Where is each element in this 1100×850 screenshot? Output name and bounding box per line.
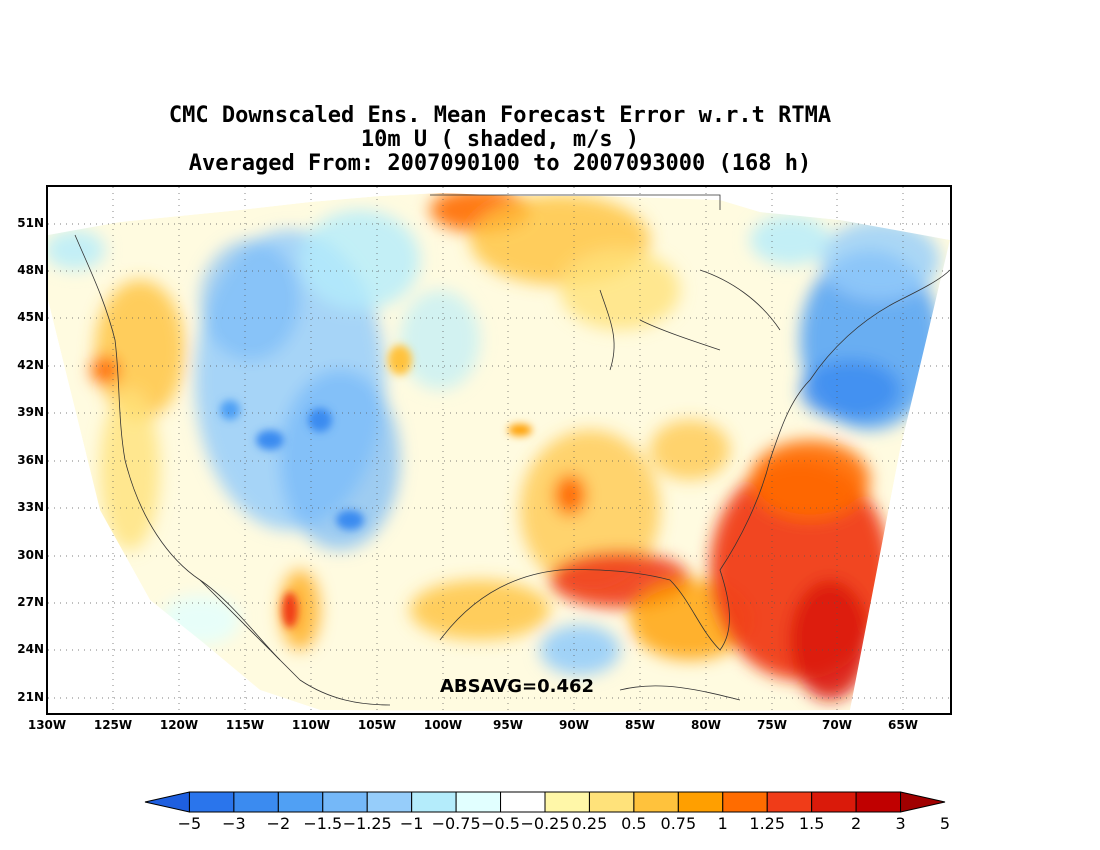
coastlines bbox=[74, 194, 951, 706]
lon-tick-label: 90W bbox=[559, 718, 589, 732]
colorbar-swatch bbox=[188, 791, 235, 813]
colorbar-swatch bbox=[233, 791, 279, 813]
colorbar-swatch bbox=[900, 791, 946, 813]
lat-tick-label: 21N bbox=[17, 690, 44, 704]
colorbar-label: 1 bbox=[717, 814, 728, 833]
colorbar-label: 1.25 bbox=[749, 814, 786, 833]
colorbar-label: −0.5 bbox=[481, 814, 520, 833]
colorbar-label: 1.5 bbox=[798, 814, 825, 833]
lat-tick-label: 33N bbox=[17, 500, 44, 514]
lon-tick-label: 70W bbox=[822, 718, 852, 732]
colorbar-label: 3 bbox=[895, 814, 906, 833]
lon-tick-label: 100W bbox=[423, 718, 463, 732]
lat-tick-label: 48N bbox=[17, 263, 44, 277]
colorbar-label: −1 bbox=[399, 814, 424, 833]
lon-tick-label: 75W bbox=[757, 718, 787, 732]
colorbar-swatch bbox=[544, 791, 590, 813]
colorbar-swatch bbox=[588, 791, 635, 813]
colorbar-swatch bbox=[633, 791, 679, 813]
lon-tick-label: 105W bbox=[357, 718, 397, 732]
lat-tick-label: 45N bbox=[17, 310, 44, 324]
lat-tick-label: 39N bbox=[17, 405, 44, 419]
shaded-field bbox=[48, 193, 950, 712]
absavg-label: ABSAVG=0.462 bbox=[440, 676, 595, 697]
colorbar-label: −1.25 bbox=[342, 814, 392, 833]
colorbar-swatch bbox=[855, 791, 902, 813]
colorbar-label: −0.25 bbox=[520, 814, 570, 833]
colorbar-swatch bbox=[411, 791, 457, 813]
chart-title-line2: 10m U ( shaded, m/s ) bbox=[360, 127, 640, 152]
colorbar-swatch bbox=[722, 791, 768, 813]
lat-tick-label: 36N bbox=[17, 453, 44, 467]
lat-tick-label: 27N bbox=[17, 595, 44, 609]
lon-tick-label: 95W bbox=[493, 718, 523, 732]
colorbar-swatch bbox=[455, 791, 502, 813]
lon-tick-label: 85W bbox=[625, 718, 655, 732]
lat-tick-label: 24N bbox=[17, 642, 44, 656]
lon-tick-label: 120W bbox=[159, 718, 199, 732]
lon-tick-label: 125W bbox=[93, 718, 133, 732]
colorbar-swatch bbox=[811, 791, 857, 813]
lon-tick-label: 110W bbox=[291, 718, 331, 732]
lon-tick-label: 80W bbox=[691, 718, 721, 732]
colorbar-label: 5 bbox=[939, 814, 951, 833]
colorbar-swatch bbox=[766, 791, 813, 813]
colorbar-label: 0.25 bbox=[571, 814, 608, 833]
chart-title-line1: CMC Downscaled Ens. Mean Forecast Error … bbox=[168, 103, 832, 128]
colorbar-swatch bbox=[144, 791, 190, 813]
colorbar-label: −2 bbox=[266, 814, 291, 833]
colorbar-label: −0.75 bbox=[431, 814, 481, 833]
lon-tick-label: 115W bbox=[225, 718, 265, 732]
colorbar-label: 0.75 bbox=[660, 814, 697, 833]
colorbar-label: −3 bbox=[222, 814, 246, 833]
lat-tick-label: 30N bbox=[17, 548, 44, 562]
colorbar-swatch bbox=[366, 791, 413, 813]
colorbar-label: −5 bbox=[177, 814, 202, 833]
gridlines bbox=[48, 187, 950, 713]
colorbar-swatch bbox=[500, 791, 546, 813]
lat-tick-label: 42N bbox=[17, 358, 44, 372]
lon-tick-label: 130W bbox=[27, 718, 67, 732]
colorbar-swatch bbox=[677, 791, 724, 813]
plot-frame bbox=[46, 185, 952, 715]
colorbar-swatch bbox=[277, 791, 324, 813]
chart-title-line3: Averaged From: 2007090100 to 2007093000 … bbox=[188, 151, 812, 176]
colorbar-label: 2 bbox=[851, 814, 862, 833]
colorbar-label: 0.5 bbox=[621, 814, 647, 833]
lat-tick-label: 51N bbox=[17, 216, 44, 230]
lon-tick-label: 65W bbox=[888, 718, 918, 732]
colorbar-swatch bbox=[322, 791, 368, 813]
colorbar-label: −1.5 bbox=[303, 814, 343, 833]
